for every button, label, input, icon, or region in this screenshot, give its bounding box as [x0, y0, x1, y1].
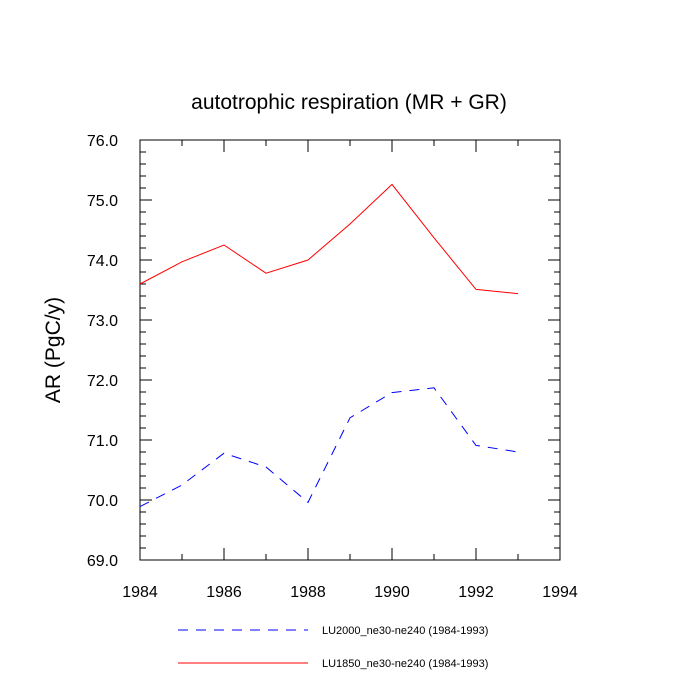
x-tick-label: 1994	[542, 584, 578, 601]
y-tick-label: 73.0	[87, 313, 118, 330]
series-line-lu2000	[139, 387, 519, 508]
y-tick-label: 74.0	[87, 253, 118, 270]
x-tick-label: 1990	[374, 584, 410, 601]
x-tick-label: 1988	[290, 584, 326, 601]
y-tick-label: 76.0	[87, 133, 118, 150]
y-tick-label: 72.0	[87, 373, 118, 390]
legend-label: LU2000_ne30-ne240 (1984-1993)	[322, 625, 488, 637]
y-tick-label: 75.0	[87, 193, 118, 210]
x-tick-label: 1992	[458, 584, 494, 601]
plot-frame	[139, 139, 561, 561]
plot-area: 1984 1986 1988 1990 1992 1994 69.0 70.0 71.0 72.0…	[87, 133, 578, 670]
series-line-lu1850	[139, 183, 519, 295]
y-tick-label: 71.0	[87, 433, 118, 450]
x-tick-label: 1986	[206, 584, 242, 601]
x-tick-label: 1984	[122, 584, 158, 601]
chart-title: autotrophic respiration (MR + GR)	[191, 91, 507, 114]
legend-label: LU1850_ne30-ne240 (1984-1993)	[322, 658, 488, 670]
y-tick-label: 70.0	[87, 493, 118, 510]
y-axis-label: AR (PgC/y)	[42, 297, 65, 403]
y-tick-label: 69.0	[87, 553, 118, 570]
